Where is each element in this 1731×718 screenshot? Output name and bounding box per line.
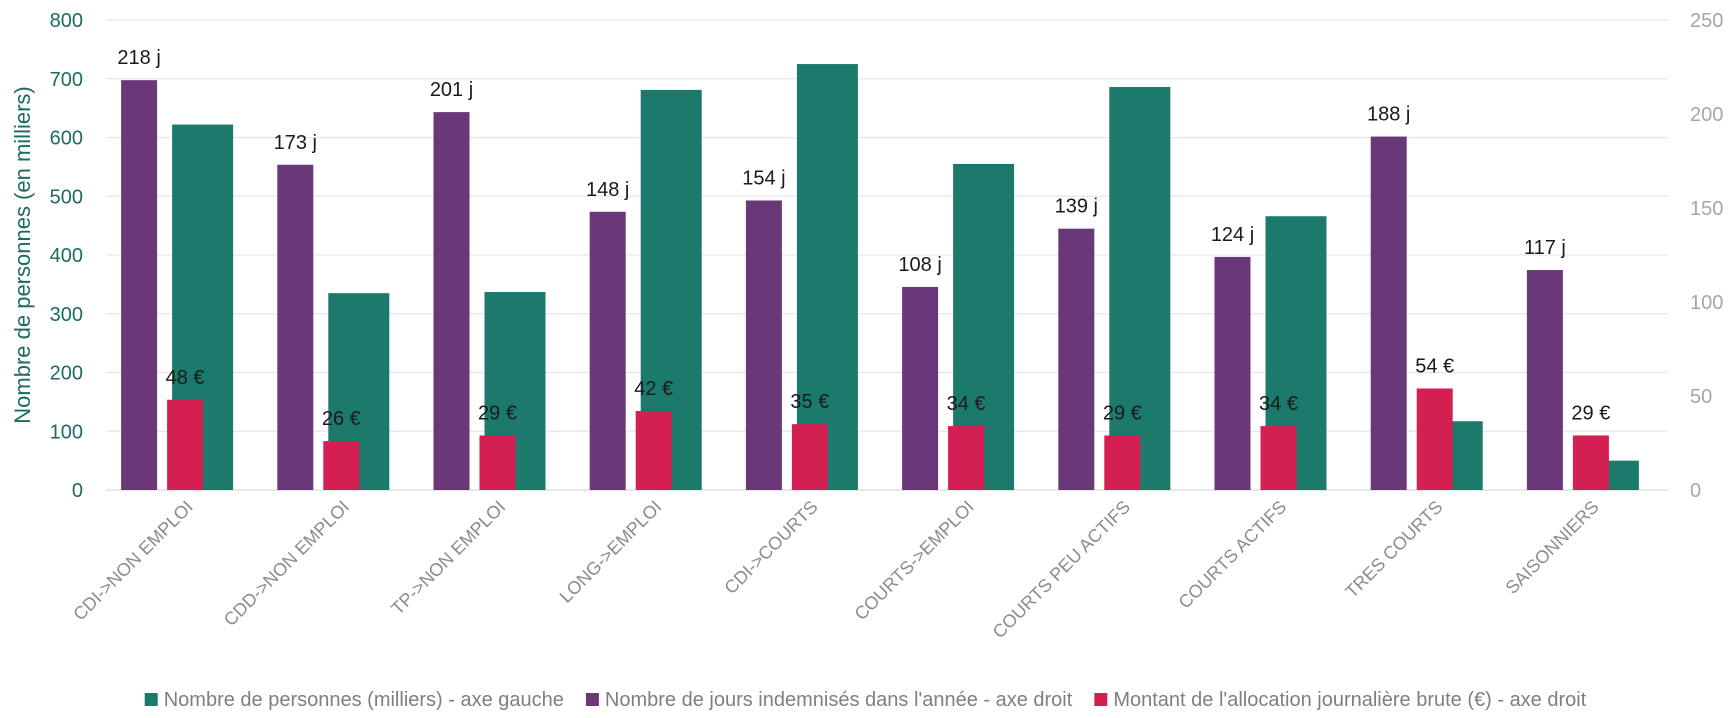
data-label-allocation: 34 €: [947, 393, 986, 415]
legend-label: Nombre de personnes (milliers) - axe gau…: [164, 689, 564, 711]
x-tick-label: COURTS ACTIFS: [1175, 497, 1291, 613]
data-label-allocation: 42 €: [634, 378, 673, 400]
bar-nombre-personnes: [796, 64, 858, 490]
x-tick-label: COURTS PEU ACTIFS: [989, 497, 1134, 642]
y-tick-label-left: 300: [50, 304, 83, 326]
legend-swatch: [144, 693, 158, 706]
x-tick-label: TRES COURTS: [1341, 497, 1446, 602]
data-label-allocation: 26 €: [322, 408, 361, 430]
legend-label: Nombre de jours indemnisés dans l'année …: [605, 689, 1073, 711]
legend-item: Montant de l'allocation journalière brut…: [1094, 689, 1587, 711]
y-tick-label-left: 600: [50, 128, 83, 150]
data-label-jours: 154 j: [742, 167, 785, 189]
bar-jours-indemnises: [1058, 228, 1095, 490]
y-tick-label-right: 150: [1690, 198, 1723, 220]
y-tick-label-right: 250: [1690, 10, 1723, 32]
data-label-allocation: 34 €: [1259, 393, 1298, 415]
data-label-allocation: 54 €: [1415, 355, 1454, 377]
data-label-jours: 188 j: [1367, 104, 1410, 126]
bar-jours-indemnises: [1526, 270, 1563, 490]
x-tick-label: LONG->EMPLOI: [556, 497, 666, 607]
y-tick-label-right: 100: [1690, 292, 1723, 314]
data-label-jours: 201 j: [430, 79, 473, 101]
legend-item: Nombre de personnes (milliers) - axe gau…: [144, 689, 564, 711]
data-label-jours: 218 j: [117, 47, 160, 69]
bar-jours-indemnises: [1370, 136, 1407, 490]
data-labels: 218 j 48 € 173 j 26 € 201 j 29 € 148 j 42 € 154 …: [117, 47, 1610, 430]
bar-allocation: [635, 411, 672, 490]
bar-jours-indemnises: [277, 164, 314, 490]
bar-jours-indemnises: [589, 211, 626, 490]
y-tick-label-left: 700: [50, 69, 83, 91]
bar-jours-indemnises: [433, 112, 470, 491]
bar-nombre-personnes: [1109, 86, 1171, 490]
x-tick-label: SAISONNIERS: [1502, 497, 1603, 598]
data-label-allocation: 29 €: [1571, 402, 1610, 424]
x-tick-label: CDI->COURTS: [720, 497, 821, 598]
bar-jours-indemnises: [121, 80, 158, 490]
bars: [121, 64, 1639, 491]
data-label-jours: 173 j: [274, 132, 317, 154]
x-axis: CDI->NON EMPLOI CDD->NON EMPLOI TP->NON EM…: [69, 497, 1602, 642]
bar-allocation: [791, 424, 828, 490]
y-tick-label-left: 400: [50, 245, 83, 267]
y-tick-label-left: 200: [50, 363, 83, 385]
y-tick-label-left: 800: [50, 10, 83, 32]
x-tick-label: TP->NON EMPLOI: [387, 497, 509, 619]
x-tick-label: CDI->NON EMPLOI: [69, 497, 197, 625]
bar-jours-indemnises: [902, 286, 939, 490]
y-tick-label-right: 50: [1690, 386, 1712, 408]
legend-label: Montant de l'allocation journalière brut…: [1113, 689, 1586, 711]
x-tick-label: CDD->NON EMPLOI: [220, 497, 353, 630]
bar-allocation: [1260, 426, 1297, 490]
data-label-jours: 139 j: [1055, 196, 1098, 218]
bar-allocation: [167, 399, 204, 490]
y-axis-title: Nombre de personnes (en milliers): [10, 86, 35, 423]
data-label-jours: 108 j: [898, 254, 941, 276]
y-tick-label-left: 0: [72, 480, 83, 502]
data-label-allocation: 29 €: [1103, 402, 1142, 424]
bar-allocation: [1104, 435, 1141, 490]
bar-jours-indemnises: [1214, 256, 1251, 490]
bar-allocation: [1572, 435, 1609, 490]
bar-allocation: [1416, 388, 1453, 490]
data-label-jours: 124 j: [1211, 224, 1254, 246]
bar-allocation: [479, 435, 516, 490]
data-label-allocation: 35 €: [790, 391, 829, 413]
legend-swatch: [585, 693, 599, 706]
data-label-jours: 117 j: [1524, 237, 1566, 259]
y-tick-label-right: 200: [1690, 104, 1723, 126]
y-tick-label-right: 0: [1690, 480, 1701, 502]
data-label-jours: 148 j: [586, 179, 629, 201]
y-axis-left: 0 100 200 300 400 500 600 700 800: [50, 10, 83, 502]
bar-allocation: [323, 441, 360, 490]
y-axis-right: 0 50 100 150 200 250: [1690, 10, 1723, 502]
legend: Nombre de personnes (milliers) - axe gau…: [144, 689, 1587, 711]
data-label-allocation: 48 €: [166, 367, 205, 389]
data-label-allocation: 29 €: [478, 402, 517, 424]
bar-jours-indemnises: [745, 200, 782, 491]
bar-allocation: [948, 426, 985, 490]
x-tick-label: COURTS->EMPLOI: [851, 497, 978, 624]
y-tick-label-left: 100: [50, 421, 83, 443]
legend-item: Nombre de jours indemnisés dans l'année …: [585, 689, 1073, 711]
legend-swatch: [1094, 693, 1108, 706]
y-tick-label-left: 500: [50, 186, 83, 208]
